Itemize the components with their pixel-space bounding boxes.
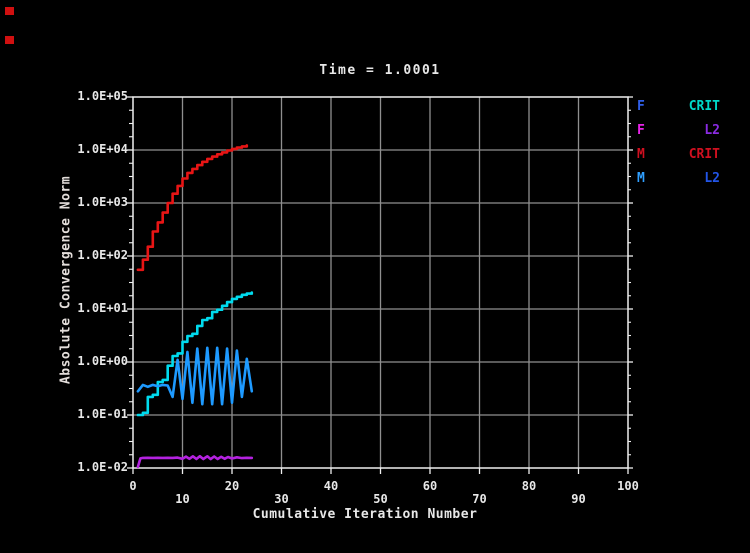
legend-var-label: F	[637, 99, 645, 114]
legend-entry-f-l2: F L2	[637, 123, 720, 139]
legend-var-label: F	[637, 123, 645, 138]
x-tick-label: 20	[224, 479, 240, 493]
curve-f-crit	[136, 291, 254, 417]
x-tick-label: 90	[571, 492, 586, 506]
legend: F CRIT F L2 M CRIT M L2	[637, 99, 720, 195]
x-tick-label: 70	[472, 492, 487, 506]
y-tick-label: 1.0E+05	[77, 89, 128, 103]
curve-m-l2	[136, 346, 254, 406]
curve-f-l2	[136, 454, 254, 469]
legend-entry-m-l2: M L2	[637, 171, 720, 187]
x-tick-label: 40	[323, 479, 339, 493]
y-tick-label: 1.0E+03	[77, 195, 128, 209]
x-tick-label: 80	[521, 479, 537, 493]
legend-var-label: M	[637, 171, 645, 186]
curve-m-crit	[136, 144, 249, 272]
legend-norm-label: CRIT	[688, 147, 720, 162]
legend-norm-label: L2	[704, 171, 720, 186]
y-tick-label: 1.0E+02	[77, 248, 128, 262]
legend-norm-label: L2	[704, 123, 720, 138]
legend-norm-label: CRIT	[688, 99, 720, 114]
legend-entry-f-crit: F CRIT	[637, 99, 720, 115]
x-tick-label: 50	[373, 492, 388, 506]
y-tick-label: 1.0E+01	[77, 301, 128, 315]
legend-var-label: M	[637, 147, 645, 162]
corner-marker-2	[5, 36, 14, 44]
x-tick-label: 10	[175, 492, 190, 506]
chart-title: Time = 1.0001	[319, 63, 441, 78]
y-tick-label: 1.0E+04	[77, 142, 128, 156]
x-tick-label: 60	[422, 479, 438, 493]
x-tick-label: 30	[274, 492, 289, 506]
corner-marker-1	[5, 7, 14, 15]
y-tick-label: 1.0E-02	[77, 460, 128, 474]
legend-entry-m-crit: M CRIT	[637, 147, 720, 163]
x-tick-label: 0	[129, 479, 137, 493]
x-tick-label: 100	[617, 479, 639, 493]
y-tick-label: 1.0E+00	[77, 354, 128, 368]
y-tick-label: 1.0E-01	[77, 407, 128, 421]
x-axis-title: Cumulative Iteration Number	[252, 507, 478, 522]
